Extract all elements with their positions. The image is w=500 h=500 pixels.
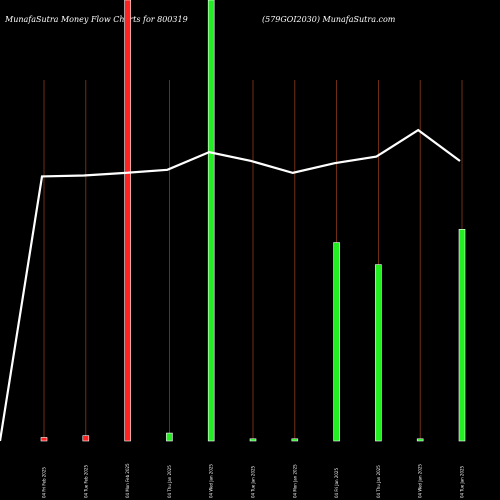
x-tick-label: 04 Fri Jan 2025: [334, 468, 339, 498]
x-tick-label: 04 Wed Jan 2025: [209, 464, 214, 498]
bars: [40, 0, 466, 442]
bar: [375, 264, 382, 442]
x-tick-label: 04 Thu Jan 2025: [167, 465, 172, 498]
bar: [416, 438, 424, 442]
bar: [333, 242, 340, 442]
bar: [166, 432, 173, 442]
x-tick-label: 04 Wed Jan 2025: [418, 464, 423, 498]
chart-title-right: (579GOI2030) MunafaSutra.com: [262, 15, 396, 24]
x-tick-label: 04 Thu Jan 2025: [376, 465, 381, 498]
money-flow-line: [0, 128, 461, 442]
bar: [40, 437, 48, 442]
x-tick-label: 04 Mon Jan 2025: [292, 464, 297, 498]
x-tick-label: 04 Mon Feb 2025: [125, 463, 130, 498]
x-tick-label: 04 Tue Jan 2025: [460, 465, 465, 498]
bar: [249, 438, 257, 442]
x-tick-label: 04 Tue Feb 2025: [83, 465, 88, 498]
x-tick-label: 04 Fri Feb 2025: [42, 467, 47, 498]
bar: [207, 0, 215, 442]
gridlines: [43, 80, 463, 441]
line-series: [0, 128, 461, 442]
x-tick-label: 04 Tue Jan 2025: [251, 465, 256, 498]
chart-title-left: MunafaSutra Money Flow Charts for 800319: [4, 15, 188, 24]
bar: [82, 435, 90, 442]
bar: [124, 0, 131, 442]
bar: [291, 438, 299, 442]
x-tick-labels: 04 Fri Feb 2025 04 Tue Feb 2025 04 Mon Feb…: [42, 463, 465, 498]
bar: [458, 229, 466, 442]
